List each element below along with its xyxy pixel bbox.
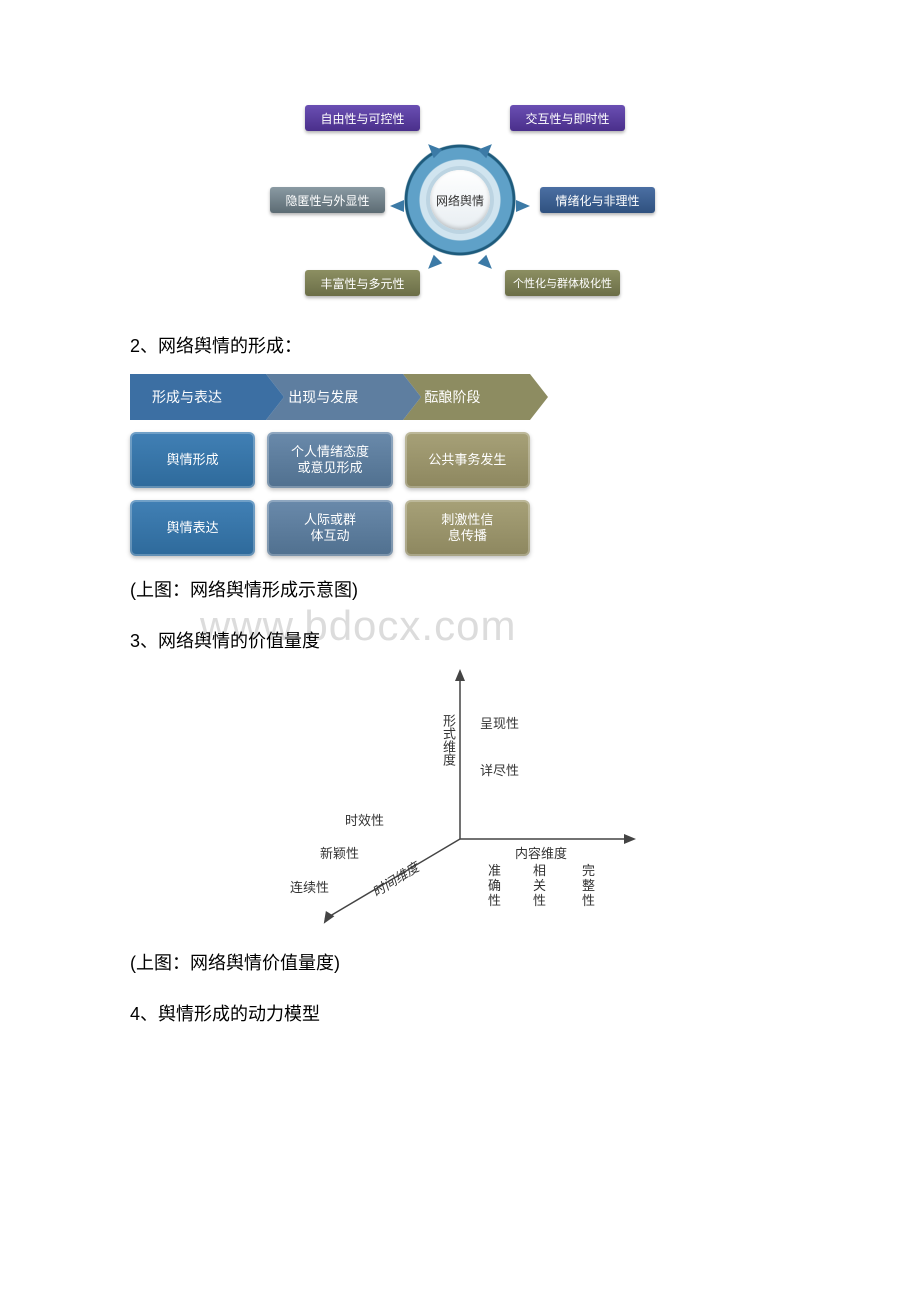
chevron-label: 出现与发展: [288, 387, 358, 407]
chevron-stage-1: 形成与表达: [130, 374, 266, 420]
section-3-heading: 3、网络舆情的价值量度: [130, 625, 790, 657]
spoke-node: 丰富性与多元性: [305, 270, 420, 296]
chevron-label: 形成与表达: [152, 387, 222, 407]
caption-2: (上图：网络舆情形成示意图): [130, 574, 790, 606]
diagram-formation: 形成与表达 出现与发展 酝酿阶段 舆情形成个人情绪态度 或意见形成公共事务发生舆…: [130, 374, 530, 556]
info-card: 公共事务发生: [405, 432, 530, 488]
section-2-heading: 2、网络舆情的形成：: [130, 330, 790, 362]
diagram-3-axes: 形式维度内容维度时间维度呈现性详尽性准 确 性相 关 性完 整 性时效性新颖性连…: [270, 669, 650, 929]
info-card: 个人情绪态度 或意见形成: [267, 432, 392, 488]
spoke-node: 个性化与群体极化性: [505, 270, 620, 296]
axis-label: 形式维度: [440, 714, 455, 766]
chevron-row: 形成与表达 出现与发展 酝酿阶段: [130, 374, 530, 420]
axis-label: 完 整 性: [582, 864, 595, 909]
spoke-node: 隐匿性与外显性: [270, 187, 385, 213]
axis-label: 内容维度: [515, 847, 567, 862]
info-card: 人际或群 体互动: [267, 500, 392, 556]
spoke-node: 自由性与可控性: [305, 105, 420, 131]
document-page: 网络舆情 自由性与可控性 交互性与即时性隐匿性与外显性 情绪化与非理性丰富性与多元性…: [0, 0, 920, 1122]
axis-label: 连续性: [290, 881, 329, 896]
card-row: 舆情形成个人情绪态度 或意见形成公共事务发生: [130, 432, 530, 488]
hub-label: 网络舆情: [436, 192, 484, 209]
info-card: 舆情表达: [130, 500, 255, 556]
axis-label: 准 确 性: [488, 864, 501, 909]
chevron-stage-3: 酝酿阶段: [403, 374, 530, 420]
caption-3: (上图：网络舆情价值量度): [130, 947, 790, 979]
axis-label: 呈现性: [480, 717, 519, 732]
axis-label: 相 关 性: [533, 864, 546, 909]
spoke-node: 交互性与即时性: [510, 105, 625, 131]
spoke-arrow-icon: [390, 200, 404, 212]
spoke-node: 情绪化与非理性: [540, 187, 655, 213]
info-card: 舆情形成: [130, 432, 255, 488]
card-row: 舆情表达人际或群 体互动刺激性信 息传播: [130, 500, 530, 556]
chevron-label: 酝酿阶段: [425, 387, 481, 407]
hub-center: 网络舆情: [430, 170, 490, 230]
axis-label: 新颖性: [320, 847, 359, 862]
axis-label: 详尽性: [480, 764, 519, 779]
diagram-hub-spoke: 网络舆情 自由性与可控性 交互性与即时性隐匿性与外显性 情绪化与非理性丰富性与多元性…: [260, 100, 660, 300]
chevron-stage-2: 出现与发展: [266, 374, 402, 420]
info-card: 刺激性信 息传播: [405, 500, 530, 556]
spoke-arrow-icon: [516, 200, 530, 212]
section-4-heading: 4、舆情形成的动力模型: [130, 998, 790, 1030]
axis-label: 时效性: [345, 814, 384, 829]
